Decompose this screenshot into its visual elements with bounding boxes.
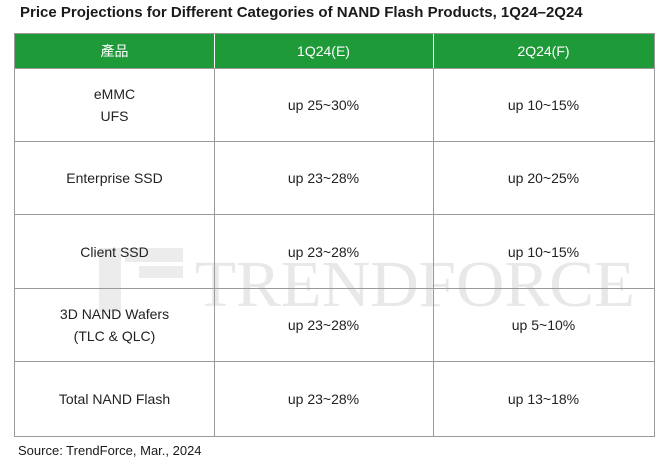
product-name: Enterprise SSD: [66, 170, 163, 186]
source-note: Source: TrendForce, Mar., 2024: [18, 443, 202, 458]
product-name: Client SSD: [80, 243, 149, 260]
table-row: Enterprise SSD up 23~28% up 20~25%: [15, 141, 654, 214]
q1-value: up 23~28%: [287, 317, 360, 333]
product-cell: 3D NAND Wafers (TLC & QLC): [15, 289, 214, 361]
q1-value: up 23~28%: [287, 391, 360, 407]
q2-value: up 5~10%: [511, 317, 576, 333]
product-name: (TLC & QLC): [73, 328, 156, 344]
product-name: UFS: [100, 108, 129, 124]
q1-value: up 25~30%: [287, 97, 360, 113]
q2-value: up 10~15%: [507, 243, 580, 260]
product-cell: Total NAND Flash: [15, 362, 214, 436]
table-row: Client SSD up 23~28% up 10~15%: [15, 214, 654, 288]
header-1q24: 1Q24(E): [297, 43, 350, 59]
header-product: 產品: [100, 43, 129, 59]
product-cell: Client SSD: [15, 215, 214, 288]
q1-value: up 23~28%: [287, 243, 360, 260]
product-cell: eMMC UFS: [15, 69, 214, 141]
product-cell: Enterprise SSD: [15, 142, 214, 214]
table-row: eMMC UFS up 25~30% up 10~15%: [15, 68, 654, 141]
q2-value: up 10~15%: [507, 97, 580, 113]
product-name: eMMC: [93, 86, 136, 102]
header-2q24: 2Q24(F): [517, 43, 570, 59]
table-row: 3D NAND Wafers (TLC & QLC) up 23~28% up …: [15, 288, 654, 361]
product-name: Total NAND Flash: [58, 391, 171, 407]
table-header: 產品 1Q24(E) 2Q24(F): [15, 34, 654, 68]
q2-value: up 20~25%: [507, 170, 580, 186]
table-row: Total NAND Flash up 23~28% up 13~18%: [15, 361, 654, 436]
product-name: 3D NAND Wafers: [59, 306, 170, 322]
page-title: Price Projections for Different Categori…: [20, 4, 583, 21]
q1-value: up 23~28%: [287, 170, 360, 186]
q2-value: up 13~18%: [507, 391, 580, 407]
price-table: TRENDFORCE 產品 1Q24(E) 2Q24(F) eMMC UFS u…: [14, 33, 655, 437]
